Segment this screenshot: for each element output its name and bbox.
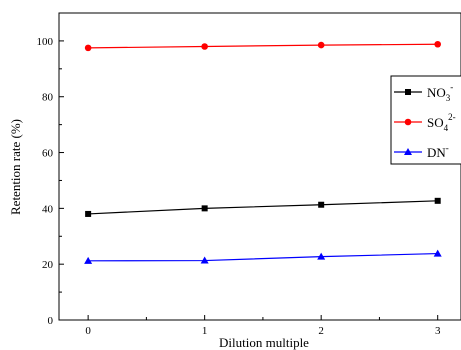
series-line-dn: [88, 252, 438, 262]
plot-frame: [58, 12, 461, 321]
x-tick-label: 0: [85, 325, 91, 337]
x-tick-label: 2: [318, 325, 324, 337]
legend-item-no3: NO3-: [394, 82, 453, 103]
series-line-so4: [88, 43, 438, 49]
y-tick-label: 80: [42, 92, 54, 104]
y-axis-ticks: 0 20 40 60 80 100: [37, 12, 64, 327]
series-dn: [84, 249, 442, 264]
series-no3: [85, 197, 441, 217]
data-point-so4: [84, 44, 92, 52]
legend-label: SO42-: [427, 112, 456, 133]
data-point-no3: [434, 197, 441, 204]
data-point-no3: [201, 205, 208, 212]
series-line-no3: [88, 200, 438, 215]
data-point-no3: [85, 210, 92, 217]
y-tick-label: 40: [42, 203, 54, 215]
y-tick-label: 100: [37, 36, 54, 48]
x-tick-label: 3: [435, 325, 441, 337]
legend: NO3- SO42- DN-: [390, 75, 461, 165]
data-point-so4: [317, 41, 325, 49]
data-point-no3: [318, 201, 325, 208]
data-point-dn: [433, 249, 442, 257]
legend-marker: [404, 118, 412, 126]
x-axis-title: Dilution multiple: [219, 335, 309, 350]
data-point-dn: [317, 252, 326, 260]
legend-marker: [405, 89, 411, 95]
series-layer: [84, 40, 442, 264]
legend-item-so4: SO42-: [394, 112, 456, 133]
data-point-dn: [200, 256, 209, 264]
series-so4: [84, 40, 441, 52]
y-tick-label: 20: [42, 259, 54, 271]
x-axis-ticks: 0 1 2 3: [85, 315, 441, 337]
legend-box: [390, 75, 461, 165]
data-point-so4: [434, 40, 441, 48]
legend-marker: [404, 148, 412, 155]
y-tick-label: 0: [48, 315, 54, 327]
data-point-so4: [201, 43, 208, 50]
y-tick-label: 60: [42, 148, 54, 160]
data-point-dn: [84, 256, 93, 264]
legend-label: NO3-: [427, 82, 453, 103]
x-tick-label: 1: [202, 325, 208, 337]
y-axis-title: Retention rate (%): [8, 119, 23, 215]
legend-item-dn: DN-: [394, 143, 449, 160]
legend-label: DN-: [427, 143, 449, 160]
